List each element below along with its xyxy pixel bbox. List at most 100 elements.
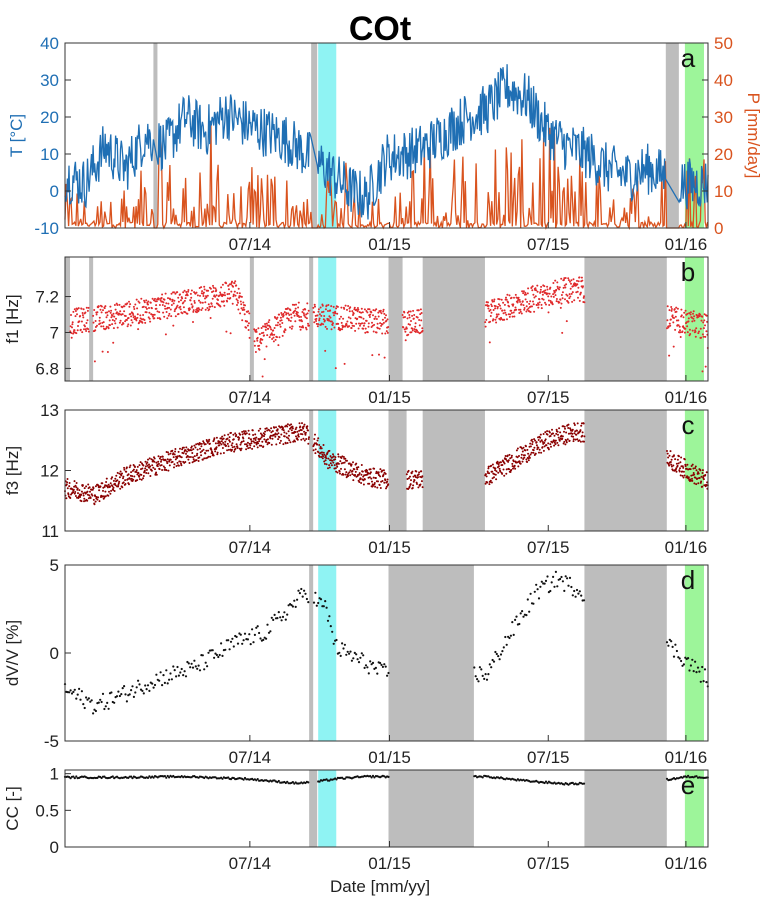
data-point [206,440,209,443]
data-point [282,427,284,430]
data-point [107,327,110,330]
data-point [378,484,381,486]
data-point [279,325,282,328]
data-point [254,351,257,353]
data-point [114,484,117,487]
data-point [372,314,374,317]
data-point [140,473,143,476]
data-point [304,592,307,595]
x-tick-label: 01/16 [665,538,708,557]
data-point [519,308,522,311]
data-point [548,304,551,306]
data-point [551,301,553,304]
data-point [374,315,377,318]
data-point [132,468,135,471]
data-point [184,461,187,463]
data-point [219,452,222,455]
data-point [237,438,240,441]
data-point [404,339,407,342]
data-point [73,308,76,311]
data-point [220,642,223,645]
data-point [356,468,359,471]
data-point [508,453,511,456]
data-point [665,777,669,780]
data-point [350,322,353,325]
data-point [113,482,116,485]
data-point [227,448,230,451]
data-point [488,341,491,344]
data-point [118,694,121,698]
data-point [692,472,695,474]
data-point [93,503,96,506]
data-point [152,776,155,779]
data-point [416,483,418,485]
data-point [169,452,172,455]
data-point [316,314,319,317]
data-point [232,295,235,298]
data-point [275,443,278,446]
data-point [94,500,97,503]
data-point [356,658,359,661]
data-point [214,652,217,655]
data-point [702,321,705,324]
data-point [512,467,514,470]
data-point [555,432,558,435]
data-point [101,482,104,485]
data-point [255,436,258,439]
data-point [371,483,374,486]
data-point [487,467,490,470]
data-point [693,482,696,485]
data-point [161,469,164,471]
data-point [263,438,266,441]
data-point [175,675,178,678]
data-point [134,691,137,694]
data-point [235,443,238,446]
data-point [235,635,238,639]
data-point [552,282,555,284]
data-point [361,470,364,473]
data-point [558,288,561,291]
data-point [236,642,240,645]
data-point [153,457,156,460]
data-point [576,290,579,293]
data-point [491,477,494,480]
data-point [150,307,153,310]
data-point [492,660,496,663]
data-point [350,659,353,662]
data-point [168,464,171,467]
data-point [550,581,553,584]
data-point [370,311,373,314]
data-point [518,312,521,314]
data-point [302,427,305,430]
data-point [363,308,366,311]
data-point [181,312,184,315]
data-point [360,307,363,310]
data-point [330,320,333,323]
data-point [200,309,203,311]
data-point [490,481,493,484]
data-point [528,610,531,613]
data-point [131,312,134,315]
data-point [243,632,247,635]
data-point [572,438,575,441]
data-point [163,468,166,471]
data-point [256,336,259,339]
data-point [138,464,141,467]
data-point [317,437,320,440]
data-point [225,444,228,447]
data-point [698,477,701,479]
data-point [273,613,276,617]
data-point [575,433,578,436]
data-point [681,330,684,333]
data-point [230,431,232,434]
data-point [533,310,536,313]
data-point [419,331,422,334]
data-point [277,321,280,324]
data-point [182,291,185,294]
data-point [306,302,309,305]
green-highlight-band [684,410,704,531]
data-point [187,289,190,291]
data-point [692,310,695,313]
data-point [670,463,673,466]
data-point [360,652,363,655]
